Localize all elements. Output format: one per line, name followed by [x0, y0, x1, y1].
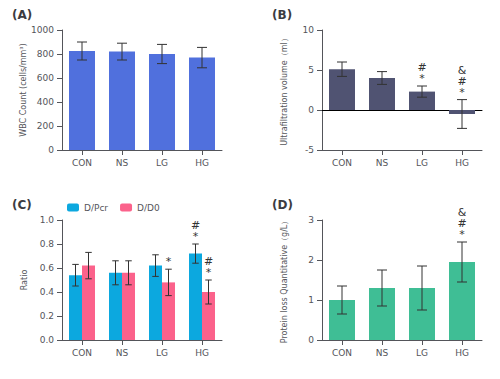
svg-text:NS: NS — [376, 348, 389, 358]
svg-text:LG: LG — [156, 348, 168, 358]
svg-text:(C): (C) — [12, 198, 32, 212]
svg-text:400: 400 — [37, 97, 54, 107]
svg-text:0: 0 — [48, 145, 54, 155]
svg-text:5: 5 — [308, 65, 314, 75]
svg-text:LG: LG — [156, 158, 168, 168]
svg-text:HG: HG — [455, 348, 469, 358]
svg-text:-5: -5 — [305, 145, 314, 155]
svg-text:0: 0 — [308, 335, 314, 345]
svg-text:(B): (B) — [272, 8, 292, 22]
svg-text:*: * — [459, 86, 465, 99]
svg-text:WBC Count (cells/mm³): WBC Count (cells/mm³) — [19, 43, 28, 136]
svg-text:0: 0 — [308, 105, 314, 115]
svg-text:1000: 1000 — [31, 25, 54, 35]
svg-text:D/Pcr: D/Pcr — [84, 203, 108, 213]
svg-text:2: 2 — [308, 255, 314, 265]
svg-text:NS: NS — [116, 348, 129, 358]
svg-text:(D): (D) — [272, 198, 293, 212]
svg-text:*: * — [166, 255, 172, 268]
svg-text:HG: HG — [455, 158, 469, 168]
svg-text:3: 3 — [308, 215, 314, 225]
svg-text:HG: HG — [195, 158, 209, 168]
svg-text:0.6: 0.6 — [40, 263, 55, 273]
svg-text:800: 800 — [37, 49, 54, 59]
svg-text:LG: LG — [416, 348, 428, 358]
svg-text:Ultrafiltration volume（ml）: Ultrafiltration volume（ml） — [280, 34, 289, 146]
svg-text:*: * — [206, 266, 212, 279]
svg-text:*: * — [419, 72, 425, 85]
svg-text:0.2: 0.2 — [40, 311, 54, 321]
svg-text:*: * — [459, 228, 465, 241]
svg-text:1: 1 — [308, 295, 314, 305]
svg-text:600: 600 — [37, 73, 54, 83]
svg-text:0.4: 0.4 — [40, 287, 55, 297]
svg-text:NS: NS — [116, 158, 129, 168]
svg-text:200: 200 — [37, 121, 54, 131]
svg-text:CON: CON — [72, 348, 92, 358]
svg-text:NS: NS — [376, 158, 389, 168]
svg-text:10: 10 — [303, 25, 315, 35]
svg-text:CON: CON — [332, 158, 352, 168]
svg-text:*: * — [193, 230, 199, 243]
svg-text:(A): (A) — [12, 8, 32, 22]
svg-text:CON: CON — [72, 158, 92, 168]
svg-text:LG: LG — [416, 158, 428, 168]
svg-text:0.0: 0.0 — [40, 335, 55, 345]
svg-text:HG: HG — [195, 348, 209, 358]
svg-text:0.8: 0.8 — [40, 239, 55, 249]
svg-text:D/D0: D/D0 — [137, 203, 160, 213]
svg-text:1.0: 1.0 — [40, 215, 55, 225]
svg-text:CON: CON — [332, 348, 352, 358]
svg-text:Ratio: Ratio — [20, 270, 29, 291]
svg-text:Protein loss Quantitative（g/L）: Protein loss Quantitative（g/L） — [280, 217, 289, 344]
